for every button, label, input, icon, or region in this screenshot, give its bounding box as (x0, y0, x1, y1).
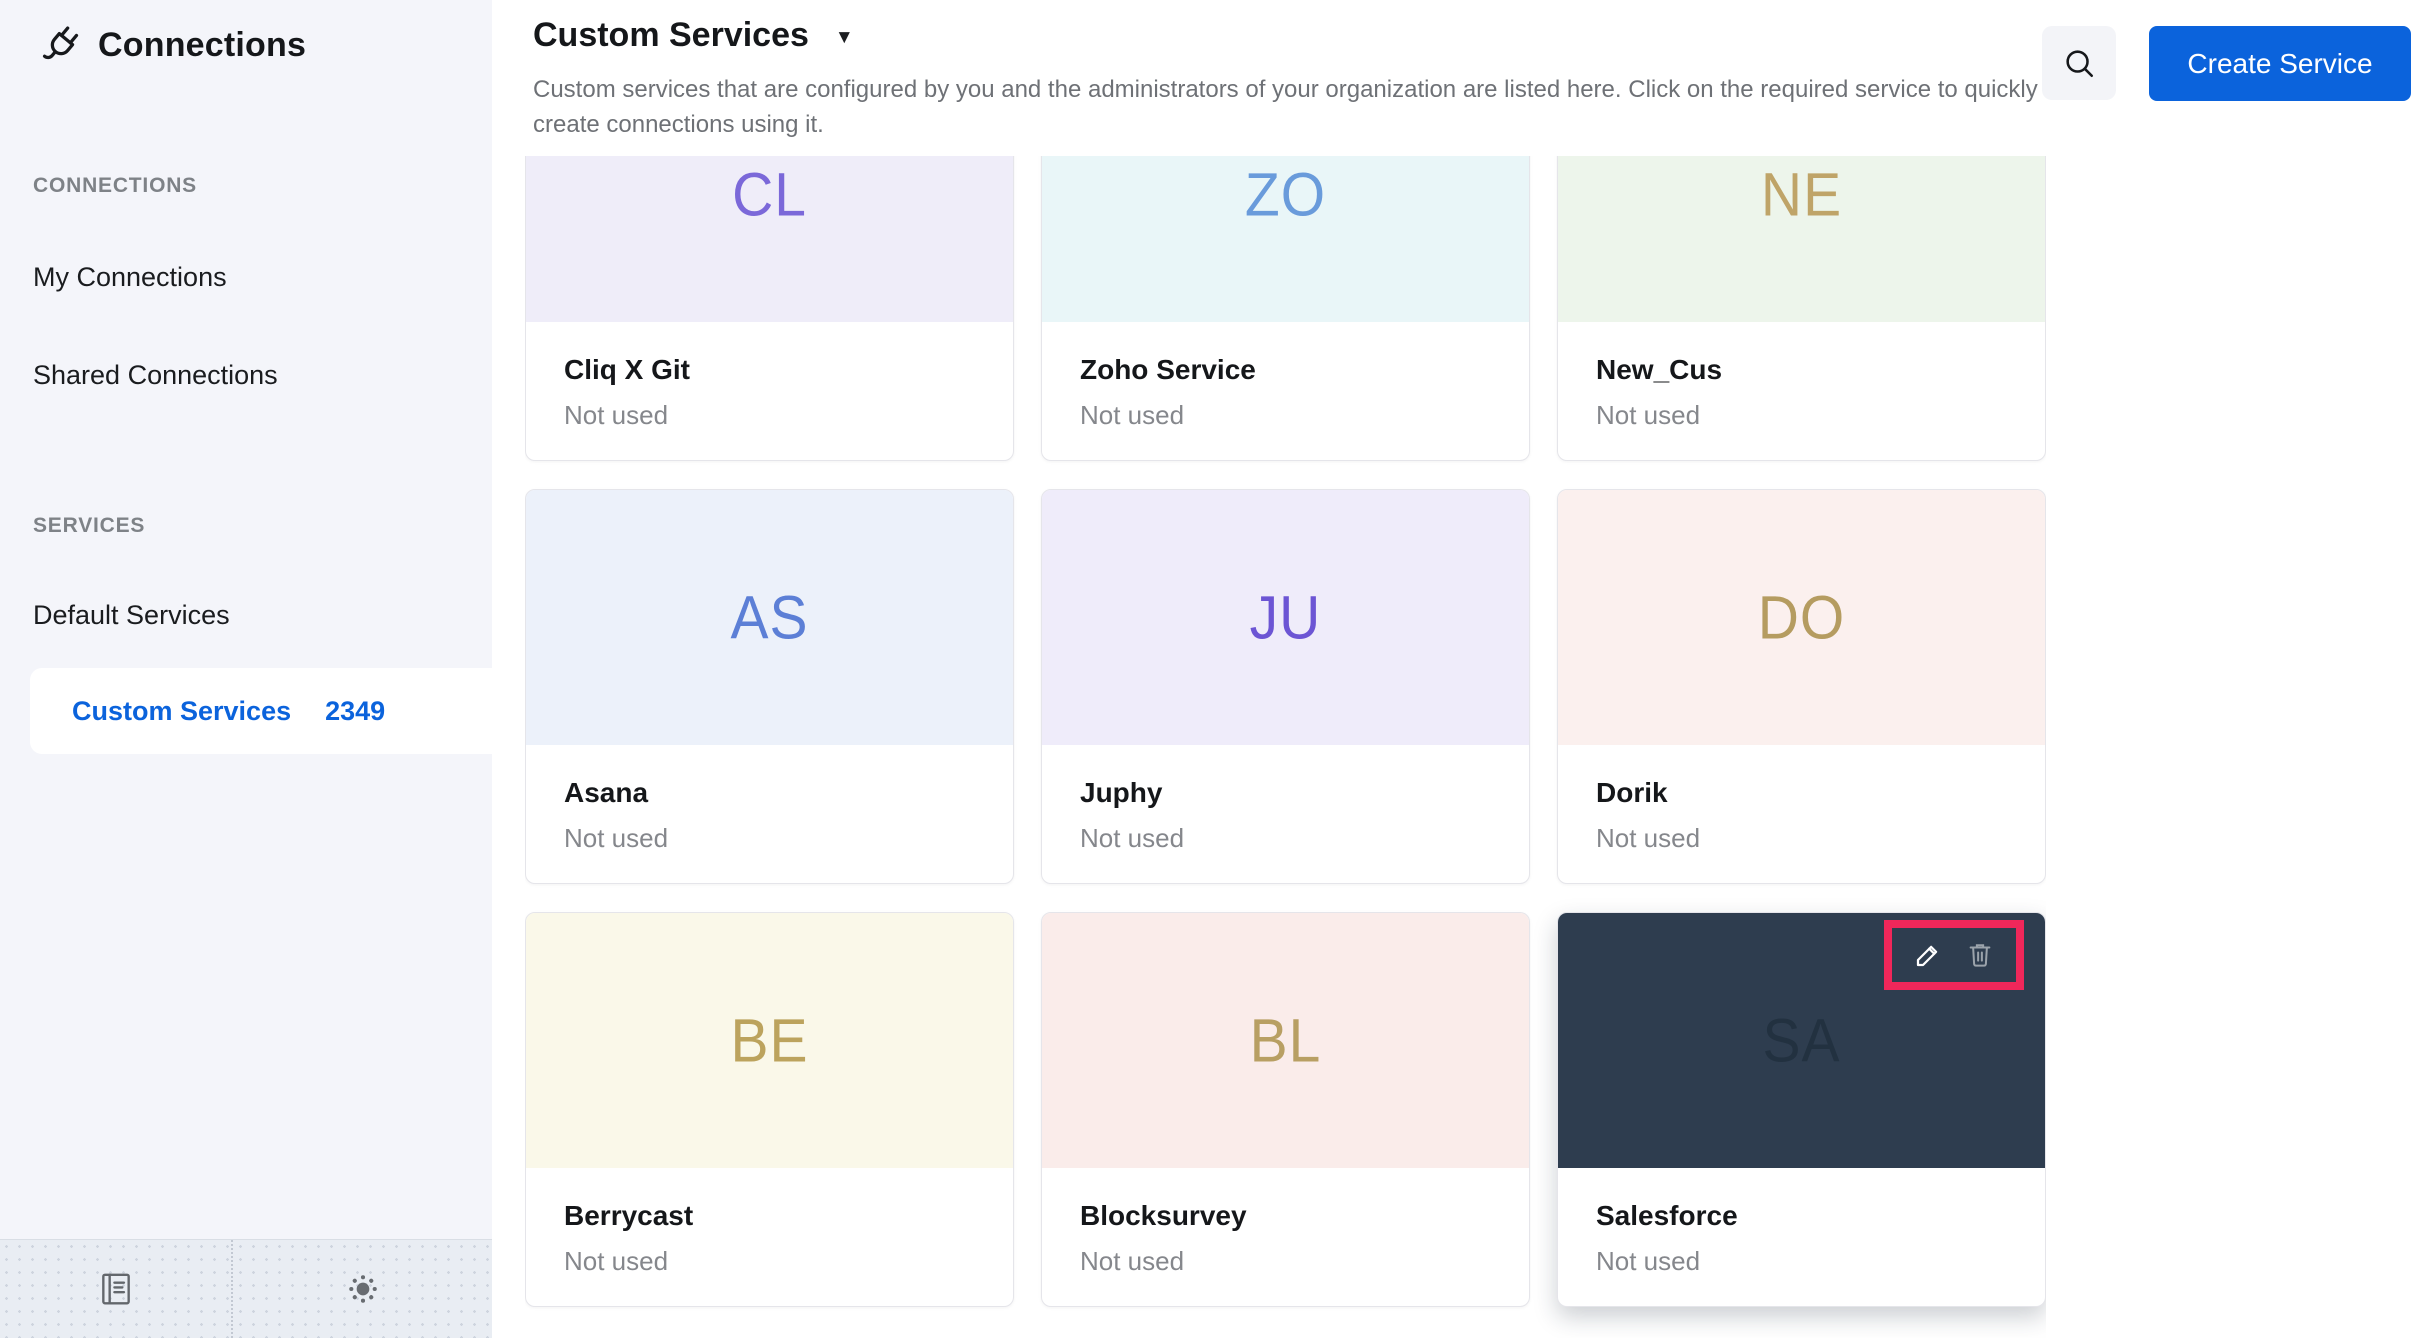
service-monogram: SA (1762, 1005, 1841, 1076)
section-label-connections: CONNECTIONS (33, 174, 197, 197)
service-info: Blocksurvey Not used (1042, 1168, 1529, 1277)
service-info: New_Cus Not used (1558, 322, 2045, 431)
service-name: Blocksurvey (1080, 1200, 1247, 1231)
page-title: Custom Services (533, 16, 809, 54)
service-info: Berrycast Not used (526, 1168, 1013, 1277)
service-info: Asana Not used (526, 745, 1013, 854)
custom-services-count: 2349 (325, 695, 386, 726)
service-monogram: ZO (1244, 159, 1327, 230)
service-status: Not used (564, 1246, 669, 1276)
service-name: Cliq X Git (564, 354, 690, 385)
service-monogram: CL (732, 159, 807, 230)
service-tile: DO (1558, 490, 2045, 745)
service-tile: SA (1558, 913, 2045, 1168)
service-status: Not used (564, 400, 669, 430)
annotation-highlight (1884, 920, 2024, 990)
release-notes-button[interactable] (0, 1240, 233, 1338)
search-icon (2066, 50, 2094, 78)
service-card[interactable]: SA Salesforce Not used (1557, 912, 2046, 1307)
service-monogram: BE (730, 1005, 809, 1076)
service-info: Dorik Not used (1558, 745, 2045, 854)
service-card[interactable]: AS Asana Not used (525, 489, 1014, 884)
create-service-button[interactable]: Create Service (2149, 26, 2411, 101)
service-monogram: NE (1760, 159, 1843, 230)
sun-icon (348, 1275, 377, 1303)
service-info: Cliq X Git Not used (526, 322, 1013, 431)
service-card[interactable]: DO Dorik Not used (1557, 489, 2046, 884)
service-name: New_Cus (1596, 354, 1723, 385)
sidebar: Connections CONNECTIONS My Connections S… (0, 0, 492, 1338)
service-status: Not used (1596, 1246, 1701, 1276)
sidebar-item-default-services[interactable]: Default Services (33, 600, 230, 630)
sidebar-item-my-connections[interactable]: My Connections (33, 262, 227, 292)
services-grid: CL Cliq X Git Not used ZO Zoho Service N… (525, 156, 2046, 1307)
search-button[interactable] (2042, 26, 2116, 100)
service-name: Dorik (1596, 777, 1668, 808)
service-name: Berrycast (564, 1200, 694, 1231)
sidebar-item-custom-services[interactable]: Custom Services 2349 (30, 668, 492, 754)
service-tile: NE (1558, 156, 2045, 322)
theme-toggle-button[interactable] (233, 1240, 492, 1338)
service-info: Zoho Service Not used (1042, 322, 1529, 431)
edit-icon[interactable] (1913, 940, 1943, 970)
service-tile: BE (526, 913, 1013, 1168)
service-name: Juphy (1080, 777, 1163, 808)
service-card[interactable]: BE Berrycast Not used (525, 912, 1014, 1307)
section-label-services: SERVICES (33, 514, 146, 537)
custom-services-label: Custom Services (72, 695, 292, 726)
service-card[interactable]: JU Juphy Not used (1041, 489, 1530, 884)
service-name: Salesforce (1596, 1200, 1738, 1231)
notebook-icon (101, 1273, 130, 1305)
service-status: Not used (1080, 400, 1185, 430)
service-monogram: JU (1249, 582, 1322, 653)
service-monogram: BL (1249, 1005, 1322, 1076)
service-card[interactable]: BL Blocksurvey Not used (1041, 912, 1530, 1307)
service-name: Zoho Service (1080, 354, 1256, 385)
sidebar-footer (0, 1239, 492, 1338)
service-monogram: AS (730, 582, 809, 653)
service-status: Not used (1596, 400, 1701, 430)
page-description: Custom services that are configured by y… (533, 76, 2038, 138)
app-title: Connections (98, 25, 307, 64)
service-card[interactable]: NE New_Cus Not used (1557, 156, 2046, 461)
service-tile: CL (526, 156, 1013, 322)
service-tile: AS (526, 490, 1013, 745)
delete-icon[interactable] (1965, 940, 1995, 970)
service-name: Asana (564, 777, 649, 808)
sidebar-item-shared-connections[interactable]: Shared Connections (33, 360, 278, 390)
service-tile: JU (1042, 490, 1529, 745)
service-card[interactable]: CL Cliq X Git Not used (525, 156, 1014, 461)
services-scroll-area[interactable]: CL Cliq X Git Not used ZO Zoho Service N… (525, 156, 2046, 1338)
service-status: Not used (1080, 1246, 1185, 1276)
service-tile: BL (1042, 913, 1529, 1168)
chevron-down-icon: ▼ (834, 26, 854, 48)
page-title-dropdown[interactable]: Custom Services ▼ (533, 16, 854, 55)
service-status: Not used (564, 823, 669, 853)
service-monogram: DO (1757, 582, 1846, 653)
service-info: Salesforce Not used (1558, 1168, 2045, 1277)
service-info: Juphy Not used (1042, 745, 1529, 854)
service-status: Not used (1080, 823, 1185, 853)
service-status: Not used (1596, 823, 1701, 853)
plug-icon (42, 26, 79, 60)
service-card[interactable]: ZO Zoho Service Not used (1041, 156, 1530, 461)
app-logo-row: Connections (38, 22, 306, 68)
service-tile: ZO (1042, 156, 1529, 322)
